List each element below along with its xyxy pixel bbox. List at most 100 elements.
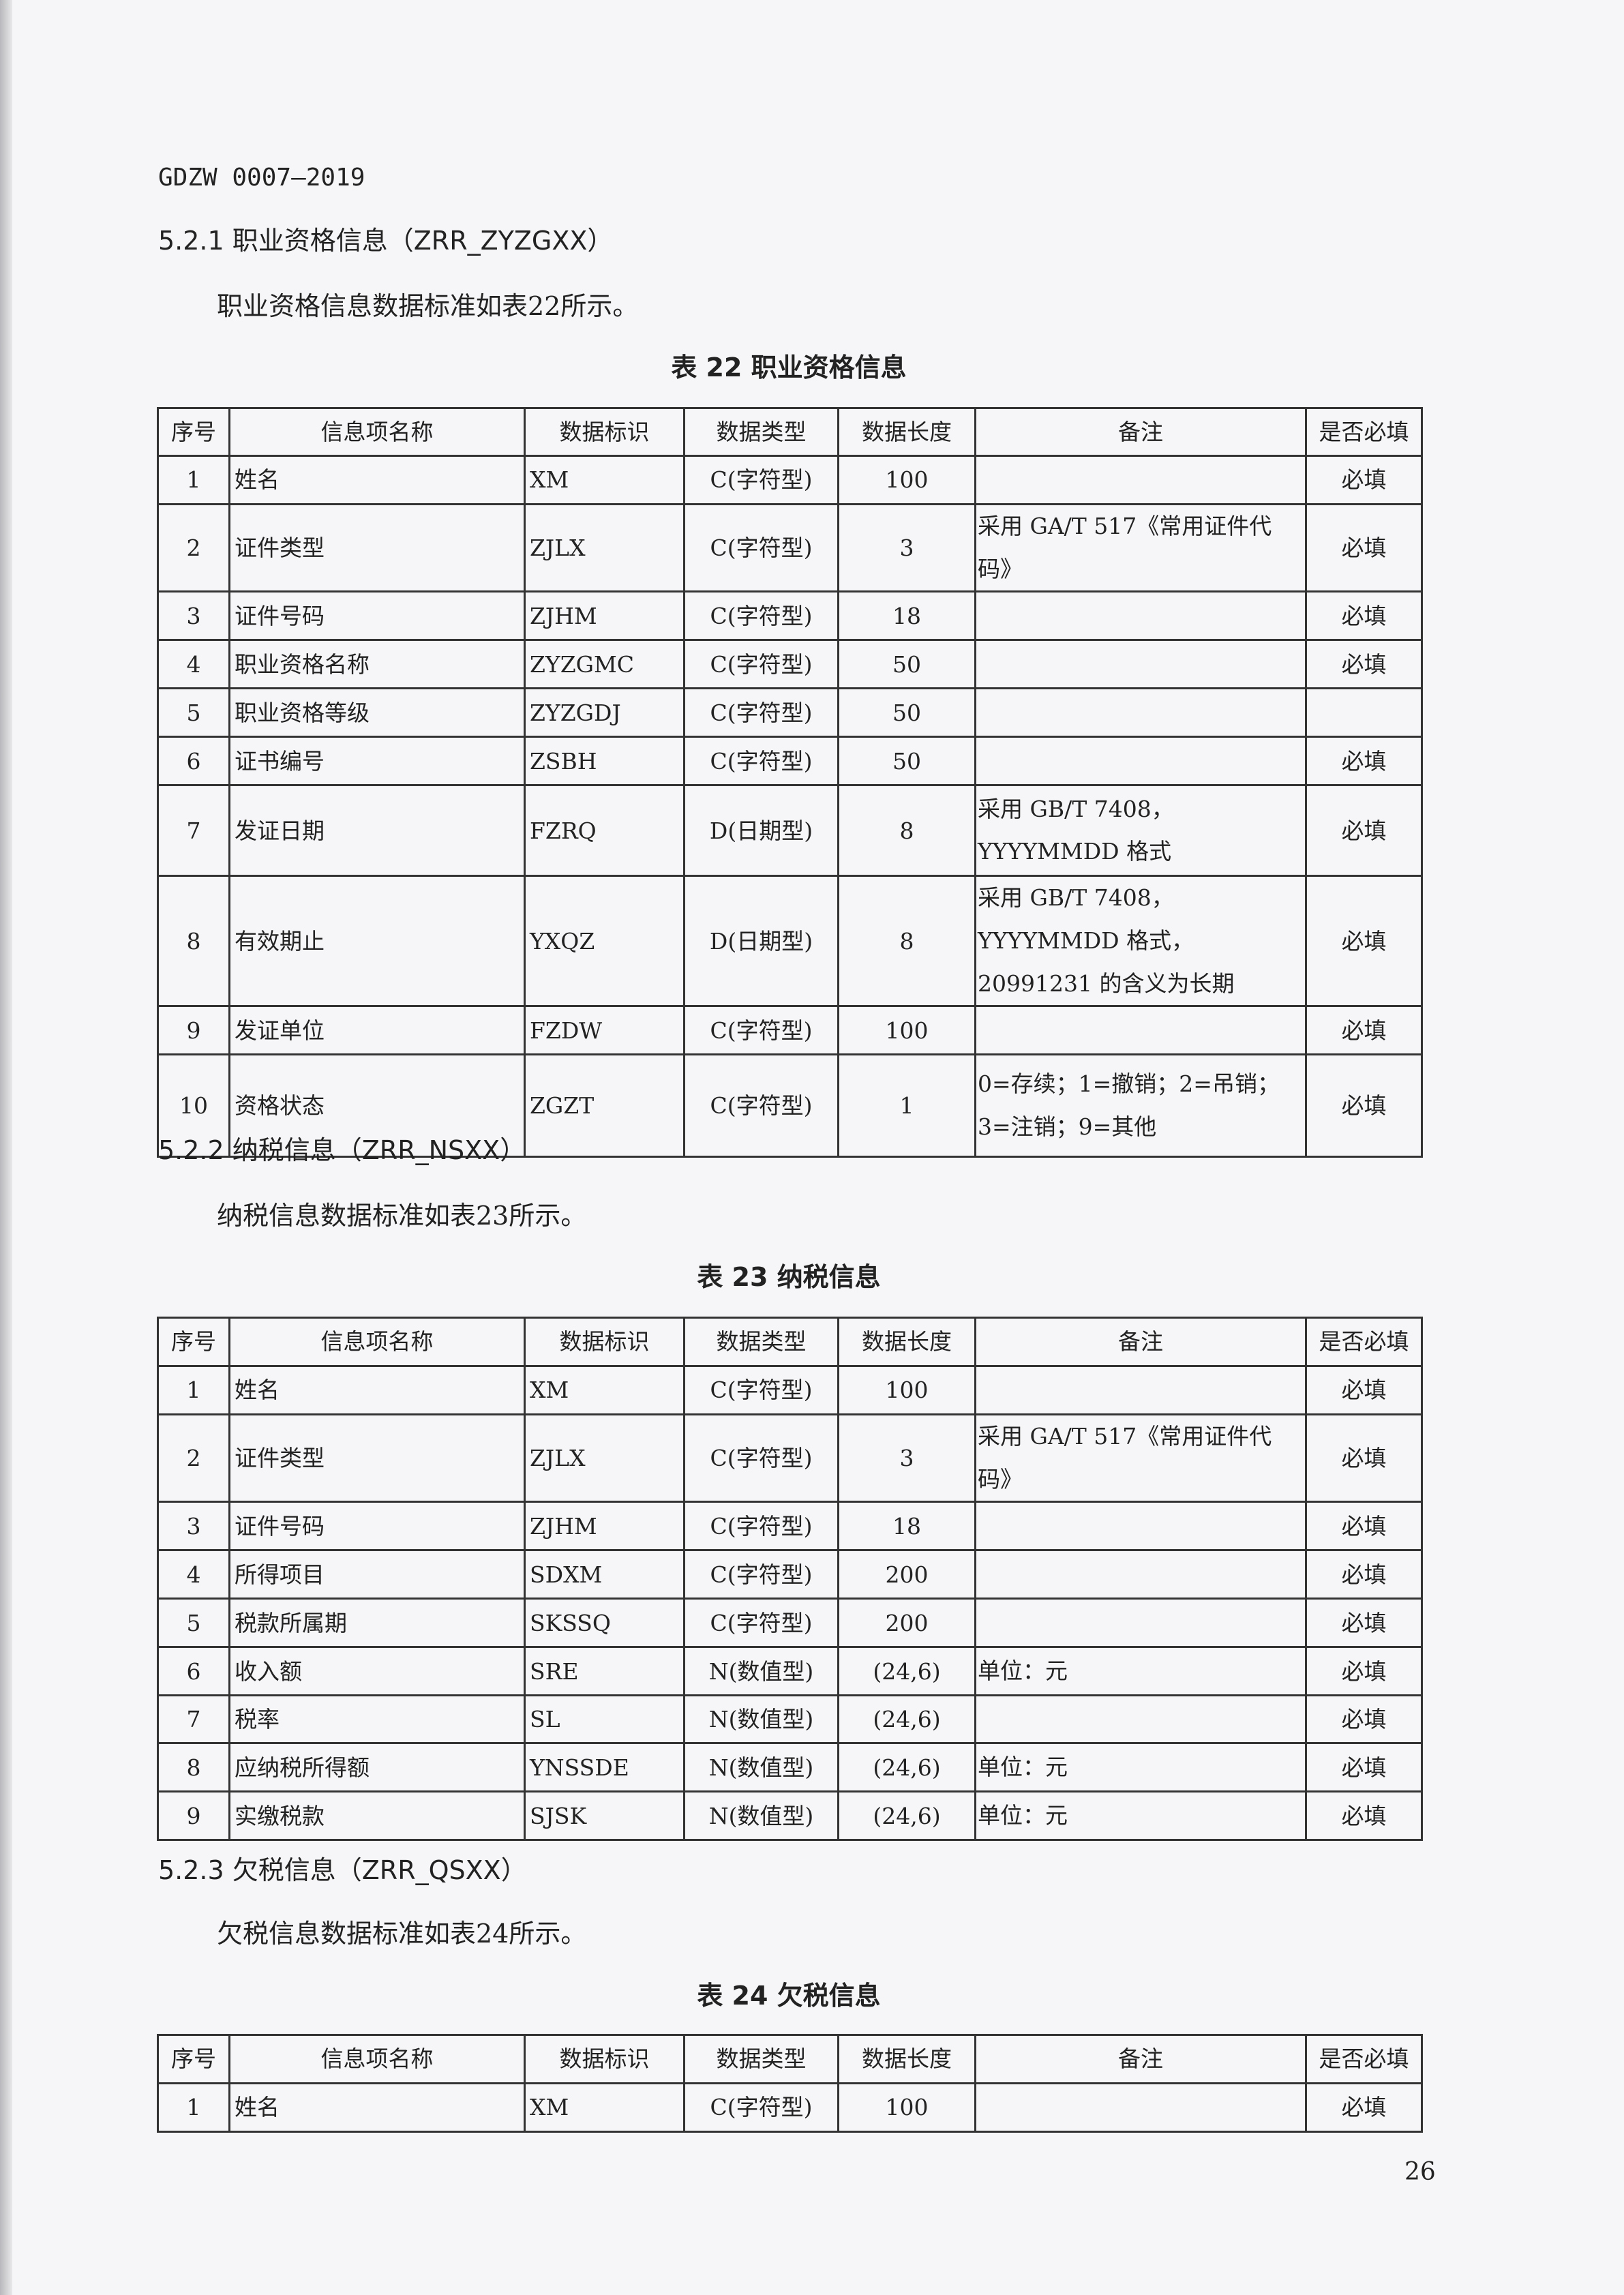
table-row: 5 税款所属期 SKSSQ C(字符型) 200 必填 <box>157 1597 1423 1649</box>
table-cell: 200 <box>837 1549 976 1600</box>
table-row: 8 有效期止 YXQZ D(日期型) 8 采用 GB/T 7408，YYYYMMDD 格式… <box>157 875 1423 1008</box>
table-cell: 必填 <box>1305 1005 1423 1056</box>
table-cell: 证书编号 <box>228 736 526 787</box>
table-row: 5 职业资格等级 ZYZGDJ C(字符型) 50 <box>157 687 1423 738</box>
table-caption-23: 表 23 纳税信息 <box>697 1262 881 1292</box>
table-cell: 3 <box>157 590 230 642</box>
table-cell: 50 <box>837 639 976 690</box>
table-cell: 税款所属期 <box>228 1597 526 1649</box>
table-cell: 税率 <box>228 1694 526 1745</box>
table-cell: 4 <box>157 1549 230 1600</box>
table-cell: 资格状态 <box>228 1053 526 1158</box>
table-row: 1 姓名 XM C(字符型) 100 必填 <box>157 2082 1423 2133</box>
table-cell: 10 <box>157 1053 230 1158</box>
section-intro-5-2-3: 欠税信息数据标准如表24所示。 <box>217 1919 587 1949</box>
table-24: 序号 信息项名称 数据标识 数据类型 数据长度 备注 是否必填 1 姓名 XM C(字符型) 100 必… <box>157 2034 1423 2133</box>
table-row: 8 应纳税所得额 YNSSDE N(数值型) (24,6) 单位：元 必填 <box>157 1742 1423 1793</box>
table-cell: 姓名 <box>228 2082 526 2133</box>
table-cell: (24,6) <box>837 1742 976 1793</box>
table-cell: C(字符型) <box>683 590 839 642</box>
table-cell: 必填 <box>1305 784 1423 877</box>
table-cell <box>974 687 1307 738</box>
table-cell: C(字符型) <box>683 1413 839 1503</box>
table-cell: 采用 GA/T 517《常用证件代码》 <box>974 502 1307 593</box>
table-cell: (24,6) <box>837 1694 976 1745</box>
column-header: 是否必填 <box>1305 2034 1423 2084</box>
table-cell: 证件号码 <box>228 590 526 642</box>
table-cell: 必填 <box>1305 736 1423 787</box>
table-cell: ZJLX <box>524 1413 685 1503</box>
table-cell: ZYZGMC <box>524 639 685 690</box>
table-cell: C(字符型) <box>683 1005 839 1056</box>
table-cell <box>974 590 1307 642</box>
table-row: 1 姓名 XM C(字符型) 100 必填 <box>157 455 1423 505</box>
table-caption-24: 表 24 欠税信息 <box>697 1981 881 2011</box>
table-cell: 采用 GB/T 7408，YYYYMMDD 格式 <box>974 784 1307 877</box>
section-intro-5-2-2: 纳税信息数据标准如表23所示。 <box>217 1201 587 1231</box>
section-heading-5-2-3: 5.2.3 欠税信息（ZRR_QSXX） <box>158 1855 527 1885</box>
column-header: 信息项名称 <box>228 2034 526 2084</box>
table-cell: FZRQ <box>524 784 685 877</box>
table-cell: ZSBH <box>524 736 685 787</box>
page-number: 26 <box>1404 2158 1436 2186</box>
table-row: 4 职业资格名称 ZYZGMC C(字符型) 50 必填 <box>157 639 1423 690</box>
table-cell: D(日期型) <box>683 784 839 877</box>
column-header: 序号 <box>157 2034 230 2084</box>
table-cell: 姓名 <box>228 455 526 505</box>
table-cell: 收入额 <box>228 1646 526 1697</box>
table-row: 7 税率 SL N(数值型) (24,6) 必填 <box>157 1694 1423 1745</box>
table-cell: N(数值型) <box>683 1646 839 1697</box>
table-cell: SRE <box>524 1646 685 1697</box>
table-cell: C(字符型) <box>683 1597 839 1649</box>
table-row: 3 证件号码 ZJHM C(字符型) 18 必填 <box>157 590 1423 642</box>
table-cell: 必填 <box>1305 1742 1423 1793</box>
table-row: 2 证件类型 ZJLX C(字符型) 3 采用 GA/T 517《常用证件代码》 必填 <box>157 502 1423 593</box>
table-row: 9 实缴税款 SJSK N(数值型) (24,6) 单位：元 必填 <box>157 1790 1423 1842</box>
column-header: 备注 <box>974 2034 1307 2084</box>
table-cell: 职业资格名称 <box>228 639 526 690</box>
table-cell: 姓名 <box>228 1365 526 1415</box>
table-cell: C(字符型) <box>683 639 839 690</box>
table-cell: 必填 <box>1305 590 1423 642</box>
table-cell: ZYZGDJ <box>524 687 685 738</box>
table-cell: 应纳税所得额 <box>228 1742 526 1793</box>
table-cell: 实缴税款 <box>228 1790 526 1842</box>
table-cell: 发证日期 <box>228 784 526 877</box>
table-cell: C(字符型) <box>683 1053 839 1158</box>
table-cell <box>974 455 1307 505</box>
table-cell: XM <box>524 1365 685 1415</box>
table-cell: 4 <box>157 639 230 690</box>
table-row: 10 资格状态 ZGZT C(字符型) 1 0=存续；1=撤销；2=吊销；3=注销；9=其… <box>157 1053 1423 1158</box>
table-cell: 50 <box>837 687 976 738</box>
table-cell: C(字符型) <box>683 1549 839 1600</box>
column-header: 数据类型 <box>683 1317 839 1367</box>
table-cell: SJSK <box>524 1790 685 1842</box>
table-cell: 100 <box>837 2082 976 2133</box>
column-header: 数据标识 <box>524 1317 685 1367</box>
table-cell: C(字符型) <box>683 736 839 787</box>
column-header: 信息项名称 <box>228 1317 526 1367</box>
table-cell: 1 <box>157 1365 230 1415</box>
table-cell: 必填 <box>1305 1413 1423 1503</box>
table-cell: 9 <box>157 1790 230 1842</box>
table-cell <box>1305 687 1423 738</box>
table-cell <box>974 736 1307 787</box>
table-cell: 单位：元 <box>974 1742 1307 1793</box>
table-cell: (24,6) <box>837 1790 976 1842</box>
table-cell: 5 <box>157 687 230 738</box>
table-cell: 必填 <box>1305 639 1423 690</box>
section-intro-5-2-1: 职业资格信息数据标准如表22所示。 <box>217 291 639 321</box>
table-row: 9 发证单位 FZDW C(字符型) 100 必填 <box>157 1005 1423 1056</box>
table-cell: C(字符型) <box>683 687 839 738</box>
table-cell: 2 <box>157 1413 230 1503</box>
table-cell: 3 <box>157 1501 230 1552</box>
table-cell: 3 <box>837 1413 976 1503</box>
table-cell: 18 <box>837 590 976 642</box>
column-header: 备注 <box>974 1317 1307 1367</box>
table-cell: 必填 <box>1305 1790 1423 1842</box>
table-cell: 1 <box>157 2082 230 2133</box>
table-cell: 8 <box>157 875 230 1008</box>
table-row: 6 证书编号 ZSBH C(字符型) 50 必填 <box>157 736 1423 787</box>
column-header: 信息项名称 <box>228 407 526 457</box>
table-caption-22: 表 22 职业资格信息 <box>671 352 907 382</box>
